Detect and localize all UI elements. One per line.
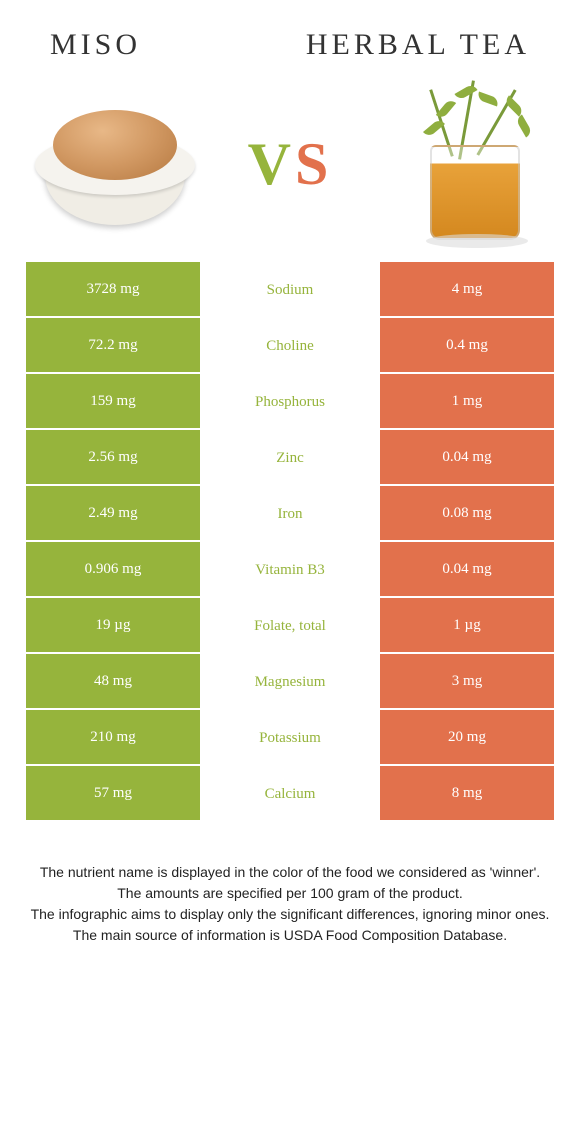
footer-notes: The nutrient name is displayed in the co… <box>0 822 580 946</box>
table-row: 72.2 mgCholine0.4 mg <box>26 318 554 374</box>
nutrient-name-cell: Iron <box>202 486 378 542</box>
right-value-cell: 1 mg <box>378 374 554 430</box>
right-value-cell: 1 µg <box>378 598 554 654</box>
left-value-cell: 0.906 mg <box>26 542 202 598</box>
nutrient-name-cell: Folate, total <box>202 598 378 654</box>
right-value-cell: 0.08 mg <box>378 486 554 542</box>
table-row: 3728 mgSodium4 mg <box>26 262 554 318</box>
table-row: 2.49 mgIron0.08 mg <box>26 486 554 542</box>
nutrient-table: 3728 mgSodium4 mg72.2 mgCholine0.4 mg159… <box>26 262 554 822</box>
left-value-cell: 72.2 mg <box>26 318 202 374</box>
left-value-cell: 3728 mg <box>26 262 202 318</box>
left-value-cell: 210 mg <box>26 710 202 766</box>
right-value-cell: 0.04 mg <box>378 542 554 598</box>
nutrient-name-cell: Choline <box>202 318 378 374</box>
nutrient-name-cell: Phosphorus <box>202 374 378 430</box>
nutrient-name-cell: Zinc <box>202 430 378 486</box>
table-row: 0.906 mgVitamin B30.04 mg <box>26 542 554 598</box>
nutrient-name-cell: Magnesium <box>202 654 378 710</box>
footer-line: The nutrient name is displayed in the co… <box>30 862 550 883</box>
left-food-title: Miso <box>50 28 141 62</box>
table-row: 57 mgCalcium8 mg <box>26 766 554 822</box>
left-value-cell: 2.56 mg <box>26 430 202 486</box>
footer-line: The main source of information is USDA F… <box>30 925 550 946</box>
right-value-cell: 20 mg <box>378 710 554 766</box>
right-value-cell: 0.04 mg <box>378 430 554 486</box>
left-value-cell: 48 mg <box>26 654 202 710</box>
table-row: 48 mgMagnesium3 mg <box>26 654 554 710</box>
table-row: 210 mgPotassium20 mg <box>26 710 554 766</box>
left-value-cell: 2.49 mg <box>26 486 202 542</box>
right-value-cell: 8 mg <box>378 766 554 822</box>
left-value-cell: 57 mg <box>26 766 202 822</box>
right-value-cell: 3 mg <box>378 654 554 710</box>
right-value-cell: 4 mg <box>378 262 554 318</box>
left-value-cell: 159 mg <box>26 374 202 430</box>
footer-line: The infographic aims to display only the… <box>30 904 550 925</box>
footer-line: The amounts are specified per 100 gram o… <box>30 883 550 904</box>
herbal-tea-image <box>380 85 550 245</box>
vs-v-letter: V <box>248 130 295 199</box>
nutrient-name-cell: Calcium <box>202 766 378 822</box>
nutrient-name-cell: Vitamin B3 <box>202 542 378 598</box>
vs-label: VS <box>248 130 333 199</box>
nutrient-name-cell: Potassium <box>202 710 378 766</box>
table-row: 2.56 mgZinc0.04 mg <box>26 430 554 486</box>
right-food-title: Herbal Tea <box>306 28 530 62</box>
miso-image <box>30 85 200 245</box>
right-value-cell: 0.4 mg <box>378 318 554 374</box>
header: Miso Herbal Tea <box>0 0 580 72</box>
left-value-cell: 19 µg <box>26 598 202 654</box>
vs-s-letter: S <box>295 130 332 199</box>
table-row: 159 mgPhosphorus1 mg <box>26 374 554 430</box>
nutrient-name-cell: Sodium <box>202 262 378 318</box>
table-row: 19 µgFolate, total1 µg <box>26 598 554 654</box>
imagery-row: VS <box>0 72 580 262</box>
